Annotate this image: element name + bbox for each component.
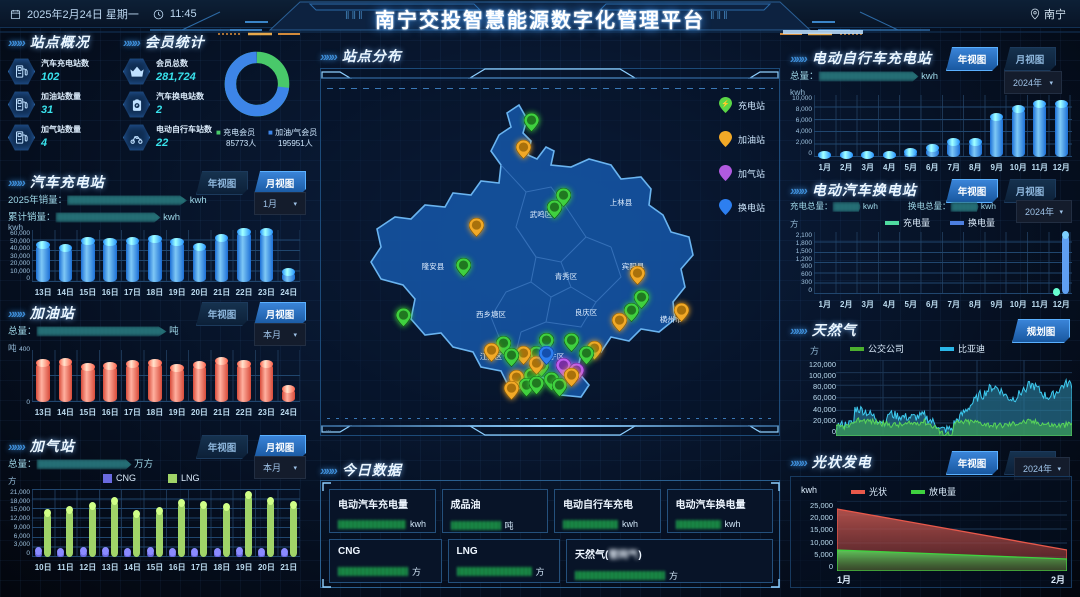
svg-text:…: … <box>326 427 331 433</box>
svg-text:…: … <box>756 427 761 433</box>
svg-text:⚡: ⚡ <box>721 99 730 108</box>
